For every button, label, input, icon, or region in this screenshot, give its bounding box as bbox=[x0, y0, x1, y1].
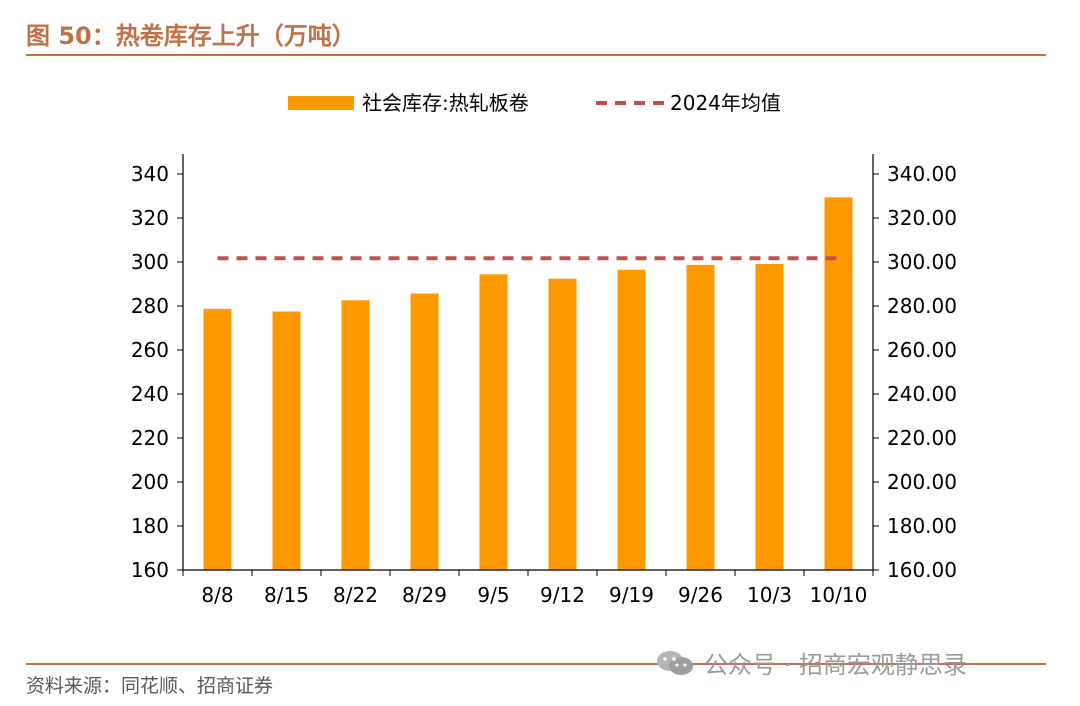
y-tick-label: 300 bbox=[131, 250, 169, 274]
legend-label-line: 2024年均值 bbox=[670, 91, 781, 115]
legend-label-bar: 社会库存:热轧板卷 bbox=[362, 91, 529, 115]
bar bbox=[686, 264, 715, 570]
x-tick-label: 9/5 bbox=[477, 583, 509, 607]
axes bbox=[177, 154, 879, 576]
x-tick-label: 8/29 bbox=[402, 583, 447, 607]
x-tick-label: 10/3 bbox=[747, 583, 792, 607]
y-tick-label: 340 bbox=[131, 162, 169, 186]
watermark: 公众号 · 招商宏观静思录 bbox=[656, 645, 967, 680]
y-tick-label: 180 bbox=[131, 514, 169, 538]
bar bbox=[272, 311, 301, 570]
watermark-text: 公众号 · 招商宏观静思录 bbox=[704, 651, 967, 679]
bar bbox=[755, 263, 784, 570]
y-tick-label: 220 bbox=[131, 426, 169, 450]
y-tick-label: 200 bbox=[131, 470, 169, 494]
bar bbox=[341, 300, 370, 570]
x-tick-label: 9/26 bbox=[678, 583, 723, 607]
y2-tick-label: 160.00 bbox=[887, 558, 957, 582]
x-tick-label: 9/19 bbox=[609, 583, 654, 607]
y2-tick-label: 240.00 bbox=[887, 382, 957, 406]
tick-labels: 160 180 200 220 240 260 280 300 320 340 160.00 180.… bbox=[131, 162, 957, 607]
y2-tick-label: 220.00 bbox=[887, 426, 957, 450]
y2-tick-label: 260.00 bbox=[887, 338, 957, 362]
y2-tick-label: 320.00 bbox=[887, 206, 957, 230]
source-divider bbox=[26, 663, 1046, 665]
bar bbox=[824, 197, 853, 570]
y-tick-label: 320 bbox=[131, 206, 169, 230]
x-tick-label: 9/12 bbox=[540, 583, 585, 607]
y2-tick-label: 280.00 bbox=[887, 294, 957, 318]
bar bbox=[479, 274, 508, 570]
source-note: 资料来源：同花顺、招商证券 bbox=[26, 675, 274, 697]
legend-swatch-bar bbox=[288, 96, 354, 110]
y2-tick-label: 300.00 bbox=[887, 250, 957, 274]
y2-tick-label: 200.00 bbox=[887, 470, 957, 494]
bar bbox=[203, 308, 232, 570]
bar bbox=[617, 269, 646, 570]
y-tick-label: 260 bbox=[131, 338, 169, 362]
x-tick-label: 8/8 bbox=[201, 583, 233, 607]
bar bbox=[548, 278, 577, 570]
y2-tick-label: 340.00 bbox=[887, 162, 957, 186]
x-tick-label: 8/15 bbox=[264, 583, 309, 607]
y-tick-label: 160 bbox=[131, 558, 169, 582]
legend: 社会库存:热轧板卷 2024年均值 bbox=[288, 91, 781, 115]
wechat-icon bbox=[657, 650, 693, 675]
x-tick-label: 10/10 bbox=[810, 583, 868, 607]
y-tick-label: 240 bbox=[131, 382, 169, 406]
x-tick-label: 8/22 bbox=[333, 583, 378, 607]
title-divider bbox=[26, 54, 1046, 56]
y2-tick-label: 180.00 bbox=[887, 514, 957, 538]
figure-title: 图 50：热卷库存上升（万吨） bbox=[26, 22, 356, 50]
bar bbox=[410, 293, 439, 570]
bar-group bbox=[203, 197, 853, 570]
y-tick-label: 280 bbox=[131, 294, 169, 318]
